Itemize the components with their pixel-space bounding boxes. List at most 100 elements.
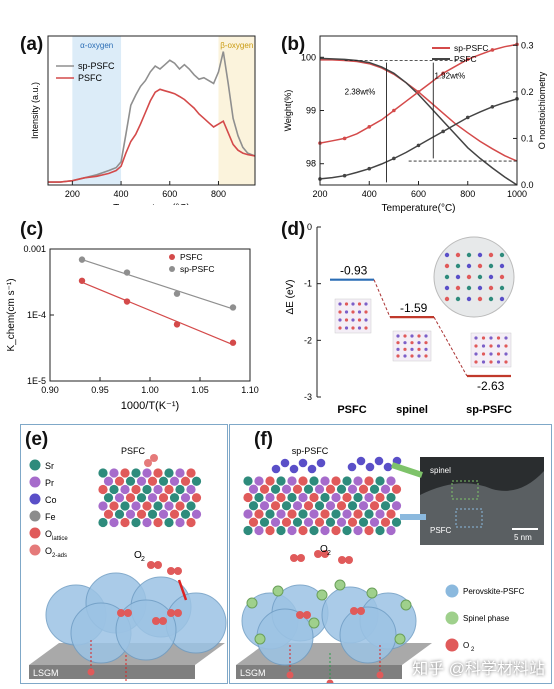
spinel-cluster-a (298, 458, 308, 468)
y2-tick-label: 0.0 (521, 180, 534, 190)
sp-psfc-lattice-atom (303, 484, 314, 494)
structure-atom (403, 354, 407, 358)
spinel-particle-5 (400, 599, 412, 611)
structure-atom (344, 310, 349, 314)
sp-psfc-lattice-atom (358, 501, 369, 511)
panel-label-c: (c) (20, 219, 44, 240)
sp-psfc-lattice-atom (325, 517, 336, 527)
psfc-lattice-atom (164, 468, 174, 478)
sp-psfc-lattice-atom (386, 492, 396, 503)
zoom-atom (455, 263, 461, 269)
sp-psfc-lattice-atom (248, 501, 259, 511)
psfc-lattice-atom (120, 517, 130, 528)
y-tick-label: 1E-5 (27, 376, 46, 386)
o2-e-1-o (154, 561, 162, 569)
particle-5 (115, 599, 177, 661)
spinel-cluster-b (365, 462, 375, 472)
y2-tick-label: 0.1 (521, 133, 534, 143)
substrate-f-front (236, 665, 402, 679)
psfc-lattice-atom (186, 484, 196, 495)
connector-line (373, 279, 391, 318)
structure-atom (474, 344, 478, 348)
psfc-lattice-atom (186, 517, 196, 528)
region-band-0 (72, 36, 122, 185)
substrate-e-front (29, 665, 195, 679)
energy-value-label: -1.59 (400, 301, 428, 315)
structure-atom (474, 352, 478, 356)
sp-psfc-lattice-atom (342, 476, 352, 486)
structure-atom (403, 334, 407, 338)
spinel-cluster-a (271, 464, 281, 474)
psfc-lattice-atom (169, 493, 180, 503)
category-label: spinel (396, 404, 428, 416)
psfc-lattice-atom (142, 468, 152, 478)
panel-label-a: (a) (20, 34, 44, 55)
psfc-lattice-atom (125, 493, 136, 503)
y-tick-label: 99 (306, 106, 316, 116)
psfc-lattice-atom (125, 476, 136, 486)
psfc-lattice-atom (103, 476, 114, 486)
sp-psfc-lattice-atom (336, 517, 347, 527)
sp-psfc-lattice-atom (292, 484, 303, 494)
sp-psfc-lattice-atom (281, 501, 292, 511)
zoom-atom (488, 252, 494, 258)
structure-atom (504, 344, 508, 348)
data-point-PSFC (173, 321, 181, 328)
structure-atom (396, 334, 400, 338)
sp-psfc-lattice-atom (265, 476, 275, 486)
y-axis-label: ΔE (eV) (285, 279, 296, 314)
sp-psfc-lattice-atom (364, 509, 374, 519)
sp-psfc-lattice-atom (298, 509, 308, 519)
psfc-lattice-atom (109, 484, 119, 495)
watermark: 知乎 @科学材料站 (412, 661, 545, 678)
structure-atom (474, 360, 478, 364)
sp-psfc-lattice-atom (369, 501, 380, 511)
spinel-particle-2 (316, 589, 328, 601)
legend-swatch-Co (29, 493, 41, 505)
o2-e-2-o (174, 567, 182, 575)
o2-label: O (134, 550, 142, 561)
sp-psfc-lattice-atom (386, 476, 396, 486)
psfc-lattice-atom (109, 468, 119, 478)
region-label-alpha: α-oxygen (80, 41, 113, 50)
structure-atom (364, 326, 368, 330)
structure-atom (338, 326, 342, 330)
zoom-atom (477, 252, 483, 258)
substrate-f-label: LSGM (240, 668, 266, 678)
structure-atom (410, 347, 414, 351)
psfc-lattice-atom (114, 509, 125, 519)
structure-atom (481, 360, 486, 364)
sp-psfc-lattice-atom (265, 525, 275, 536)
structure-atom (489, 336, 493, 340)
psfc-lattice-atom (103, 509, 114, 519)
psfc-lattice-atom (125, 509, 136, 519)
spinel-particle-1 (272, 585, 284, 597)
psfc-lattice-atom (164, 517, 174, 528)
sp-psfc-lattice-atom (309, 492, 319, 503)
sp-psfc-lattice-atom (331, 525, 341, 536)
o2-f-1-o (297, 554, 305, 562)
series-line-sp-PSFC (48, 51, 256, 183)
legend-swatch-Fe (29, 510, 41, 522)
legend-label: PSFC (454, 54, 477, 64)
legend-marker-PSFC (169, 254, 175, 260)
y-tick-label: -3 (304, 392, 312, 402)
sp-psfc-lattice-atom (281, 517, 292, 527)
structure-atom (351, 302, 355, 306)
fit-line-PSFC (81, 281, 234, 346)
sp-psfc-lattice-atom (243, 476, 253, 486)
legend-sub: 2-ads (52, 553, 67, 559)
legend-swatch-O (29, 527, 41, 539)
x-axis-label: Temperature (°C) (113, 203, 190, 205)
psfc-lattice-atom (103, 493, 114, 503)
psfc-lattice-atom (175, 468, 185, 478)
structure-atom (489, 352, 493, 356)
structure-atom (504, 352, 508, 356)
zoom-atom (455, 285, 461, 291)
structure-atom (424, 354, 428, 358)
x-tick-label: 800 (211, 189, 226, 199)
legend-label: Co (45, 495, 57, 505)
spinel-cluster-a (316, 458, 326, 468)
sp-psfc-lattice-atom (336, 484, 347, 494)
